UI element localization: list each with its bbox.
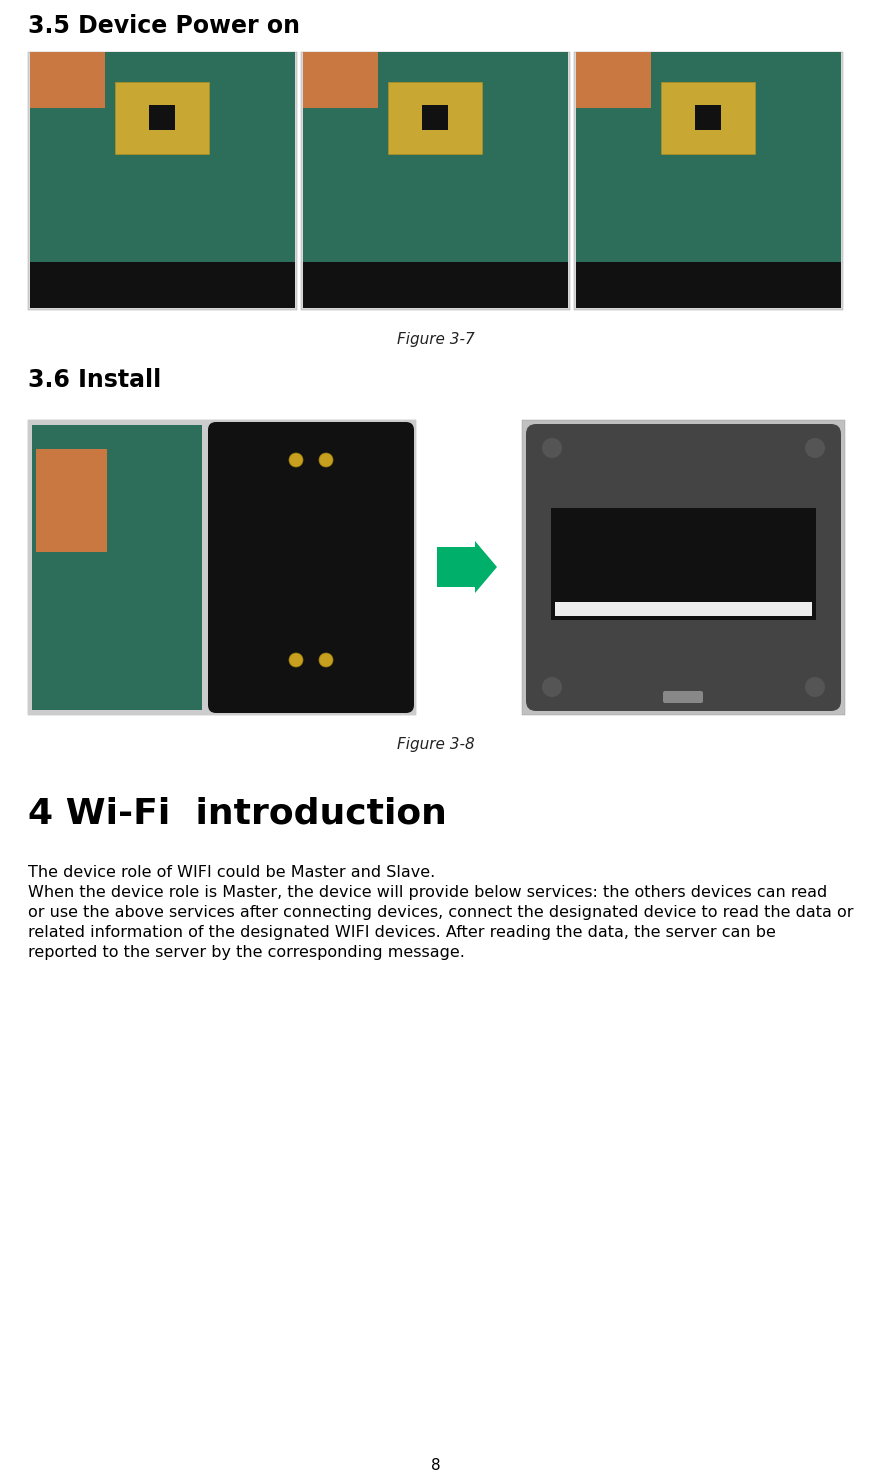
- Bar: [303, 52, 568, 263]
- Bar: [576, 52, 651, 108]
- Bar: [30, 52, 105, 108]
- Circle shape: [542, 677, 562, 697]
- Bar: [303, 263, 568, 308]
- Text: 8: 8: [431, 1458, 441, 1473]
- Bar: [206, 421, 416, 714]
- Bar: [28, 52, 297, 310]
- Text: or use the above services after connecting devices, connect the designated devic: or use the above services after connecti…: [28, 905, 854, 920]
- Bar: [28, 421, 206, 714]
- FancyBboxPatch shape: [663, 691, 703, 703]
- Text: reported to the server by the corresponding message.: reported to the server by the correspond…: [28, 945, 465, 959]
- Bar: [555, 602, 812, 615]
- FancyBboxPatch shape: [526, 424, 841, 711]
- Bar: [576, 263, 841, 308]
- Bar: [574, 52, 843, 310]
- Text: Figure 3-8: Figure 3-8: [397, 737, 475, 751]
- Bar: [30, 263, 295, 308]
- Text: Figure 3-7: Figure 3-7: [397, 332, 475, 347]
- Bar: [301, 52, 570, 310]
- FancyBboxPatch shape: [208, 422, 414, 713]
- Bar: [30, 52, 295, 263]
- Bar: [115, 83, 209, 154]
- Circle shape: [289, 453, 303, 466]
- Bar: [695, 105, 721, 130]
- Circle shape: [319, 652, 333, 667]
- Bar: [551, 508, 816, 620]
- Circle shape: [805, 677, 825, 697]
- Text: 3.6 Install: 3.6 Install: [28, 368, 162, 393]
- Circle shape: [805, 438, 825, 458]
- FancyArrow shape: [437, 542, 497, 593]
- Circle shape: [319, 453, 333, 466]
- Text: related information of the designated WIFI devices. After reading the data, the : related information of the designated WI…: [28, 925, 776, 940]
- Bar: [28, 421, 416, 714]
- Text: 4 Wi-Fi  introduction: 4 Wi-Fi introduction: [28, 797, 447, 831]
- Circle shape: [289, 652, 303, 667]
- Bar: [149, 105, 175, 130]
- Bar: [576, 52, 841, 263]
- Bar: [32, 425, 202, 710]
- Bar: [522, 421, 845, 714]
- Bar: [303, 52, 378, 108]
- Text: The device role of WIFI could be Master and Slave.: The device role of WIFI could be Master …: [28, 865, 436, 880]
- Bar: [36, 449, 107, 552]
- Bar: [422, 105, 448, 130]
- Bar: [661, 83, 755, 154]
- Text: 3.5 Device Power on: 3.5 Device Power on: [28, 13, 300, 38]
- Circle shape: [542, 438, 562, 458]
- Bar: [388, 83, 482, 154]
- Text: When the device role is Master, the device will provide below services: the othe: When the device role is Master, the devi…: [28, 886, 828, 900]
